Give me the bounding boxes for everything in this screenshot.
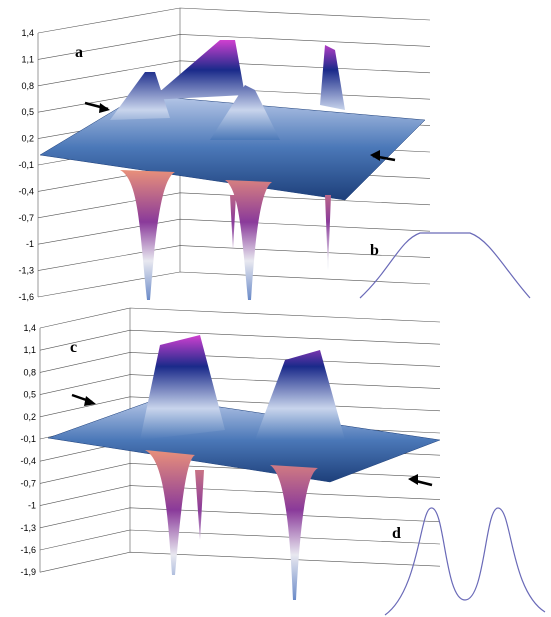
- y-tick-label: -1,6: [18, 292, 34, 302]
- panel-label: c: [70, 339, 77, 356]
- grid-line: [40, 508, 440, 528]
- panel-label: b: [370, 242, 379, 259]
- grid-line: [40, 330, 440, 350]
- grid-line: [40, 530, 440, 550]
- y-tick-label: -0,4: [18, 186, 34, 196]
- grid-line: [40, 352, 440, 372]
- y-tick-label: 0,2: [21, 134, 34, 144]
- curve-b: [360, 233, 530, 298]
- y-tick-label: 0,8: [21, 81, 34, 91]
- y-tick-label: -1,9: [20, 567, 36, 577]
- y-tick-label: -1,6: [20, 545, 36, 555]
- y-tick-label: 1,4: [21, 28, 34, 38]
- y-tick-label: -0,7: [20, 478, 36, 488]
- y-tick-label: -1,3: [20, 523, 36, 533]
- grid-line: [40, 308, 440, 328]
- y-tick-label: 0,5: [23, 390, 36, 400]
- surface-c: [48, 335, 440, 600]
- y-tick-label: -1,3: [18, 266, 34, 276]
- grid-line: [40, 486, 440, 506]
- y-tick-label: 1,4: [23, 323, 36, 333]
- y-tick-label: -1: [26, 239, 34, 249]
- y-tick-label: 0,2: [23, 412, 36, 422]
- panel-label: d: [392, 525, 401, 542]
- y-tick-label: 1,1: [23, 345, 36, 355]
- grid-line: [40, 375, 440, 395]
- y-tick-label: 0,5: [21, 107, 34, 117]
- surface-a: [40, 40, 425, 300]
- grid-line: [40, 552, 440, 572]
- grid-line: [38, 8, 430, 33]
- y-tick-label: 0,8: [23, 367, 36, 377]
- y-tick-label: -1: [28, 501, 36, 511]
- figure: 1,4 1,1 0,8 0,5 0,2 -0,1 -0,4 -0,7 -1 -1,3 -1,6 1,…: [0, 0, 551, 617]
- y-tick-label: -0,4: [20, 456, 36, 466]
- panel-label: a: [75, 44, 83, 61]
- y-tick-label: 1,1: [21, 54, 34, 64]
- curve-d: [385, 508, 545, 615]
- y-tick-label: -0,7: [18, 213, 34, 223]
- y-tick-label: -0,1: [20, 434, 36, 444]
- y-tick-label: -0,1: [18, 160, 34, 170]
- grid-line: [38, 272, 430, 297]
